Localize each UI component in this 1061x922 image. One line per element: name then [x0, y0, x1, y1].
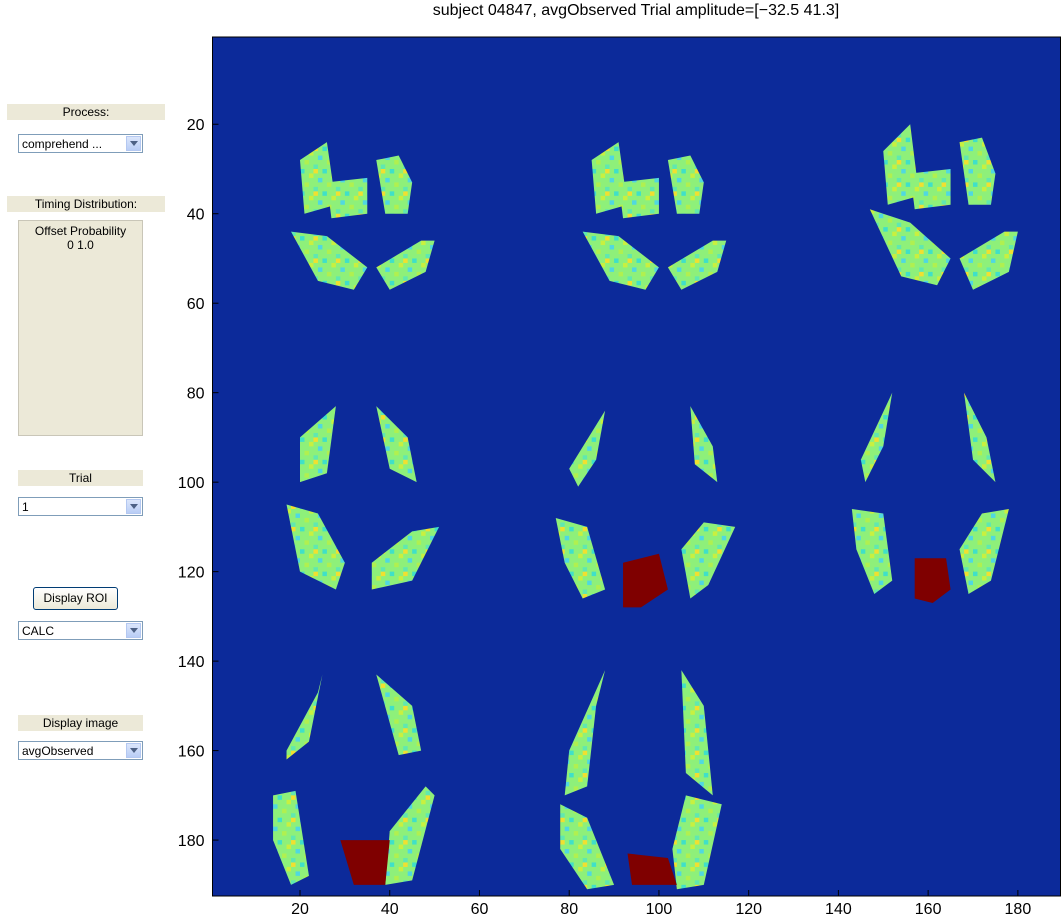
axes: subject 04847, avgObserved Trial amplitu…: [0, 0, 1061, 922]
y-tick-label: 140: [178, 654, 205, 671]
x-tick-label: 120: [735, 901, 762, 918]
plot-title: subject 04847, avgObserved Trial amplitu…: [433, 2, 839, 19]
x-tick-label: 40: [381, 901, 399, 918]
figure-window: {"title": "subject 04847, avgObserved Tr…: [0, 0, 1061, 922]
x-tick-label: 20: [291, 901, 309, 918]
x-tick-label: 100: [646, 901, 673, 918]
y-tick-label: 100: [178, 475, 205, 492]
x-tick-label: 60: [471, 901, 489, 918]
y-tick-label: 20: [187, 117, 205, 134]
y-tick-label: 60: [187, 296, 205, 313]
x-tick-label: 160: [915, 901, 942, 918]
y-tick-label: 80: [187, 386, 205, 403]
y-tick-label: 180: [178, 833, 205, 850]
x-tick-label: 180: [1005, 901, 1032, 918]
brain-image: [213, 37, 1061, 896]
x-tick-label: 140: [825, 901, 852, 918]
y-tick-label: 40: [187, 207, 205, 224]
y-tick-label: 120: [178, 565, 205, 582]
y-tick-label: 160: [178, 744, 205, 761]
x-tick-label: 80: [560, 901, 578, 918]
